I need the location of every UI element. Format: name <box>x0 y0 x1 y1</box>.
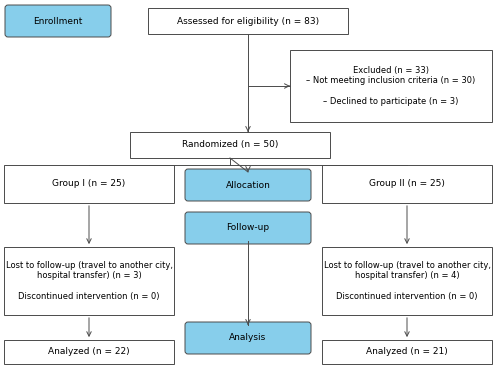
Text: Lost to follow-up (travel to another city,
hospital transfer) (n = 3)

Discontin: Lost to follow-up (travel to another cit… <box>6 261 172 301</box>
FancyBboxPatch shape <box>4 247 174 315</box>
Text: Group I (n = 25): Group I (n = 25) <box>52 180 126 188</box>
FancyBboxPatch shape <box>185 169 311 201</box>
Text: Excluded (n = 33)
– Not meeting inclusion criteria (n = 30)

– Declined to parti: Excluded (n = 33) – Not meeting inclusio… <box>306 66 476 106</box>
FancyBboxPatch shape <box>322 340 492 364</box>
Text: Analyzed (n = 21): Analyzed (n = 21) <box>366 347 448 357</box>
FancyBboxPatch shape <box>185 212 311 244</box>
FancyBboxPatch shape <box>4 165 174 203</box>
FancyBboxPatch shape <box>5 5 111 37</box>
FancyBboxPatch shape <box>148 8 348 34</box>
FancyBboxPatch shape <box>185 322 311 354</box>
FancyBboxPatch shape <box>290 50 492 122</box>
Text: Group II (n = 25): Group II (n = 25) <box>369 180 445 188</box>
Text: Analyzed (n = 22): Analyzed (n = 22) <box>48 347 130 357</box>
Text: Analysis: Analysis <box>230 333 266 343</box>
FancyBboxPatch shape <box>130 132 330 158</box>
FancyBboxPatch shape <box>4 340 174 364</box>
Text: Enrollment: Enrollment <box>34 17 82 25</box>
FancyBboxPatch shape <box>322 247 492 315</box>
FancyBboxPatch shape <box>322 165 492 203</box>
Text: Follow-up: Follow-up <box>226 223 270 233</box>
Text: Allocation: Allocation <box>226 180 270 190</box>
Text: Assessed for eligibility (n = 83): Assessed for eligibility (n = 83) <box>177 17 319 25</box>
Text: Lost to follow-up (travel to another city,
hospital transfer) (n = 4)

Discontin: Lost to follow-up (travel to another cit… <box>324 261 490 301</box>
Text: Randomized (n = 50): Randomized (n = 50) <box>182 141 278 149</box>
